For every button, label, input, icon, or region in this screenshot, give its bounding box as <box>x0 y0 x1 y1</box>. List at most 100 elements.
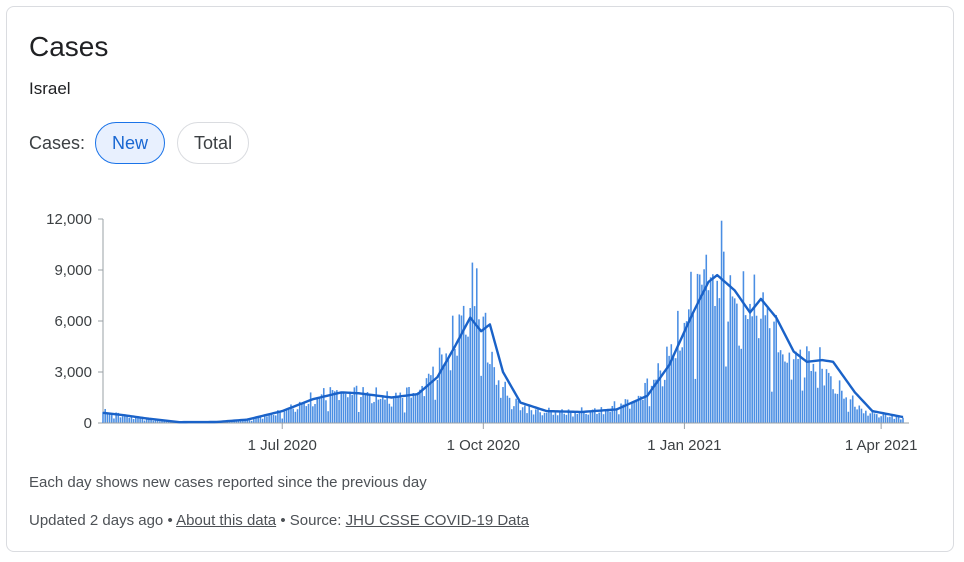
daily-bar <box>716 280 718 423</box>
daily-bar <box>292 408 294 423</box>
daily-bar <box>379 398 382 423</box>
daily-bar <box>738 345 740 423</box>
daily-bar <box>110 413 113 423</box>
daily-bar <box>281 418 284 423</box>
daily-bar <box>244 419 246 423</box>
daily-bar <box>554 411 557 423</box>
daily-bar <box>351 395 353 423</box>
daily-bar <box>799 349 802 423</box>
daily-bar <box>764 315 767 423</box>
daily-bar <box>377 399 380 423</box>
cases-chart[interactable]: 0 3,000 6,000 9,000 12,000 1 Jul 2020 1 Oct 20… <box>7 202 953 467</box>
daily-bar <box>567 409 570 423</box>
daily-bar <box>143 420 146 423</box>
daily-bar <box>871 410 874 423</box>
daily-bar <box>469 308 471 423</box>
card-subtitle: Israel <box>29 79 71 98</box>
daily-bar <box>436 379 439 423</box>
daily-bar <box>897 417 900 423</box>
daily-bar <box>801 390 804 423</box>
daily-bar <box>862 413 865 423</box>
daily-bar <box>703 269 705 423</box>
daily-bar <box>635 399 638 423</box>
daily-bar <box>786 362 788 423</box>
daily-bar <box>771 391 773 423</box>
daily-bar <box>270 414 273 423</box>
daily-bar <box>441 354 443 423</box>
daily-bar <box>893 418 896 423</box>
daily-bar <box>427 373 430 423</box>
daily-bar <box>838 380 841 423</box>
daily-bar <box>344 393 347 423</box>
daily-bar <box>648 406 651 423</box>
daily-bar <box>583 411 585 423</box>
daily-bar <box>747 319 749 423</box>
daily-bar <box>242 420 244 423</box>
toggle-new-button[interactable]: New <box>95 122 166 164</box>
daily-bar <box>513 406 515 423</box>
daily-bar <box>443 367 445 423</box>
daily-bar <box>779 350 782 423</box>
daily-bar <box>340 392 343 423</box>
daily-bar <box>434 399 437 423</box>
daily-bar <box>565 414 568 423</box>
daily-bar <box>849 399 852 423</box>
daily-bar <box>875 414 878 423</box>
daily-bar <box>117 412 120 423</box>
daily-bar <box>668 355 670 423</box>
daily-bar <box>797 359 799 423</box>
daily-bar <box>325 400 327 423</box>
daily-bar <box>353 387 356 423</box>
daily-bar <box>432 366 434 423</box>
daily-bar <box>141 418 144 423</box>
daily-bar <box>720 220 723 423</box>
daily-bar <box>679 350 681 423</box>
daily-bar <box>462 305 465 423</box>
daily-bar <box>561 409 563 423</box>
daily-bar <box>296 409 299 423</box>
daily-bar <box>307 403 310 423</box>
daily-bar <box>397 396 399 423</box>
daily-bar <box>150 419 152 423</box>
daily-bar <box>445 353 447 423</box>
daily-bar <box>458 314 461 423</box>
daily-bar <box>145 419 148 423</box>
daily-bar <box>489 364 491 423</box>
daily-bar <box>272 414 275 423</box>
daily-bar <box>290 404 292 423</box>
daily-bar <box>484 312 487 423</box>
daily-bar <box>519 410 522 423</box>
daily-bar <box>768 328 771 423</box>
daily-bar <box>504 381 506 423</box>
toggle-total-button[interactable]: Total <box>177 122 250 164</box>
daily-bar <box>115 412 117 423</box>
daily-bar <box>416 392 419 423</box>
daily-bar <box>707 290 710 423</box>
daily-bar <box>414 393 417 423</box>
daily-bar <box>869 413 871 423</box>
source-link[interactable]: JHU CSSE COVID-19 Data <box>345 512 530 529</box>
daily-bar <box>451 315 454 423</box>
daily-bar <box>163 421 165 423</box>
daily-bar <box>347 397 349 423</box>
daily-bar <box>493 367 496 423</box>
daily-bar <box>349 391 351 423</box>
daily-bar <box>388 403 391 423</box>
daily-bar <box>607 408 609 423</box>
daily-bar <box>342 392 345 423</box>
daily-bar <box>847 411 850 423</box>
daily-bar <box>858 405 861 423</box>
about-data-link[interactable]: About this data <box>176 512 277 529</box>
daily-bar <box>156 419 159 423</box>
daily-bar <box>705 254 708 423</box>
daily-bar <box>836 393 839 423</box>
daily-bar <box>633 402 635 423</box>
daily-bar <box>620 403 622 423</box>
daily-bar <box>886 417 889 423</box>
daily-bar <box>390 406 393 423</box>
daily-bar <box>578 411 581 423</box>
daily-bar <box>530 410 533 423</box>
daily-bar <box>821 368 823 423</box>
daily-bar <box>878 417 880 423</box>
daily-bar <box>113 418 115 423</box>
